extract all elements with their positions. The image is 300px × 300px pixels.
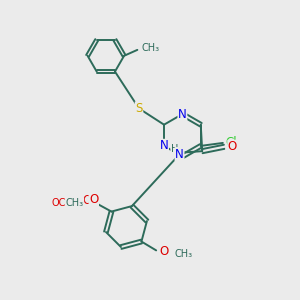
Text: O: O <box>82 194 92 207</box>
Text: OCH₃: OCH₃ <box>52 198 78 208</box>
Text: O: O <box>89 193 98 206</box>
Text: O: O <box>160 245 169 258</box>
Text: N: N <box>160 140 168 152</box>
Text: CH₃: CH₃ <box>66 198 84 208</box>
Text: Cl: Cl <box>226 136 237 149</box>
Text: H: H <box>171 144 178 154</box>
Text: CH₃: CH₃ <box>174 249 193 259</box>
Text: O: O <box>228 140 237 153</box>
Text: N: N <box>178 108 187 121</box>
Text: N: N <box>175 148 184 160</box>
Text: CH₃: CH₃ <box>142 44 160 53</box>
Text: S: S <box>135 102 143 115</box>
